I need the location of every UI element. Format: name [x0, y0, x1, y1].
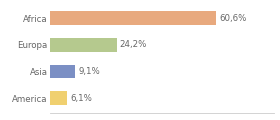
Text: 24,2%: 24,2%: [120, 40, 147, 49]
Bar: [50, 91, 67, 105]
Text: 60,6%: 60,6%: [219, 14, 247, 23]
Bar: [50, 11, 216, 25]
Text: 6,1%: 6,1%: [70, 94, 92, 103]
Bar: [50, 65, 75, 78]
Text: 9,1%: 9,1%: [78, 67, 100, 76]
Bar: [50, 38, 116, 52]
